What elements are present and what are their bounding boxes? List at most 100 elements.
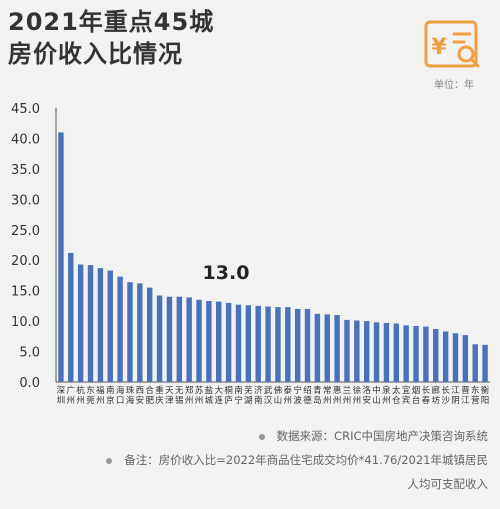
- x-tick-label: 重: [155, 385, 164, 396]
- bar: [206, 301, 212, 382]
- bar: [442, 331, 449, 382]
- x-tick-label: 中: [372, 385, 381, 396]
- y-tick-label: 20.0: [11, 254, 40, 269]
- x-tick-label: 京: [106, 395, 115, 406]
- x-tick-label: 春: [422, 395, 431, 406]
- x-tick-label: 圳: [57, 395, 66, 406]
- page-title-line-1: 2021年重点45城: [8, 8, 215, 36]
- bar: [137, 283, 143, 382]
- x-tick-label: 福: [96, 385, 105, 396]
- x-tick-label: 绍: [303, 385, 312, 396]
- x-tick-label: 台: [412, 395, 421, 406]
- bar: [265, 306, 271, 382]
- bar-chart-svg: 0.0 5.0 10.0 15.0 20.0 25.0 30.0 35.0 40.0 45.0 深圳…: [11, 102, 490, 406]
- source-text: 数据来源：CRIC中国房地产决策咨询系统: [276, 429, 488, 443]
- x-tick-label: 宜: [402, 385, 411, 396]
- x-tick-label: 波: [293, 395, 302, 406]
- x-tick-label: 常: [323, 385, 332, 396]
- x-tick-label: 珠: [126, 385, 135, 396]
- x-tick-label: 州: [353, 396, 362, 406]
- x-tick-label: 沙: [441, 396, 450, 406]
- x-tick-label: 桐: [224, 385, 233, 396]
- x-tick-label: 大: [214, 385, 223, 396]
- bar: [255, 305, 261, 382]
- bar: [334, 315, 340, 382]
- x-tick-label: 南: [234, 385, 243, 396]
- bar: [146, 287, 153, 382]
- x-tick-label: 宾: [402, 395, 411, 406]
- bar: [166, 296, 173, 382]
- x-tick-label: 州: [96, 396, 105, 406]
- x-tick-label: 湖: [244, 396, 253, 406]
- yuan-document-icon: ¥: [422, 20, 486, 74]
- bar-chart: 0.0 5.0 10.0 15.0 20.0 25.0 30.0 35.0 40.0 45.0 深圳…: [0, 90, 500, 422]
- x-tick-label: 青: [313, 385, 322, 396]
- remark-text-line-2: 人均可支配收入: [407, 477, 489, 491]
- x-tick-label: 长: [422, 385, 431, 396]
- x-tick-label: 宁: [293, 385, 302, 396]
- x-tick-label: 烟: [412, 386, 421, 396]
- bar: [462, 335, 469, 382]
- y-tick-label: 25.0: [11, 224, 40, 239]
- x-tick-label: 城: [205, 396, 214, 406]
- x-tick-label: 盐: [205, 385, 214, 396]
- x-tick-label: 泉: [382, 385, 391, 396]
- x-tick-label: 徐: [353, 385, 362, 396]
- y-tick-label: 30.0: [11, 193, 40, 208]
- x-tick-label: 口: [116, 396, 125, 406]
- remark-text-line-1: 备注：房价收入比=2022年商品住宅成交均价*41.76/2021年城镇居民: [124, 453, 488, 467]
- x-tick-label: 广: [67, 385, 76, 396]
- x-tick-label: 杭: [76, 385, 85, 396]
- page-title-line-2: 房价收入比情况: [8, 40, 183, 68]
- bar: [285, 307, 291, 382]
- bar: [413, 325, 419, 382]
- bar: [275, 307, 281, 382]
- x-tick-label: 天: [165, 386, 174, 396]
- bar: [354, 320, 360, 382]
- x-tick-label: 衡: [481, 385, 490, 396]
- x-tick-label: 州: [333, 396, 342, 406]
- y-tick-label: 15.0: [11, 285, 40, 300]
- y-tick-label: 10.0: [11, 315, 40, 330]
- x-tick-label: 津: [165, 395, 174, 406]
- x-tick-label: 肥: [145, 396, 154, 406]
- bar: [472, 344, 478, 382]
- bar: [107, 270, 113, 382]
- x-tick-label: 庐: [224, 395, 233, 406]
- x-tick-label: 仓: [392, 395, 401, 406]
- y-tick-label: 40.0: [11, 132, 40, 147]
- y-tick-label: 5.0: [19, 346, 40, 361]
- bar: [235, 304, 242, 382]
- x-tick-label: 南: [106, 385, 115, 396]
- bar: [314, 313, 321, 382]
- remark-note-line-2: 人均可支配收入: [408, 476, 489, 492]
- bullet-icon: [106, 457, 113, 464]
- bar: [452, 333, 459, 382]
- x-tick-label: 山: [372, 395, 381, 406]
- x-tick-label: 山: [274, 395, 283, 406]
- bar: [58, 132, 64, 382]
- x-tick-label: 州: [343, 396, 352, 406]
- bar: [393, 323, 400, 382]
- bar: [403, 325, 409, 382]
- y-tick-label: 0.0: [19, 376, 40, 391]
- x-tick-label: 汉: [264, 396, 273, 406]
- x-tick-label: 江: [461, 396, 470, 406]
- x-tick-label: 州: [323, 396, 332, 406]
- bar: [304, 308, 311, 382]
- x-tick-label: 锡: [175, 396, 184, 406]
- svg-text:¥: ¥: [431, 35, 447, 60]
- title-block: 2021年重点45城 房价收入比情况: [8, 6, 214, 70]
- x-tick-label: 江: [451, 386, 460, 396]
- y-tick-label: 45.0: [11, 102, 40, 117]
- source-note: 数据来源：CRIC中国房地产决策咨询系统: [258, 428, 488, 444]
- bar: [324, 314, 330, 382]
- x-tick-label: 惠: [333, 385, 342, 396]
- x-tick-label: 连: [214, 395, 223, 406]
- bullet-icon: [258, 433, 265, 440]
- x-tick-label: 廊: [431, 385, 440, 396]
- x-tick-label: 太: [392, 385, 401, 396]
- bar: [383, 322, 390, 382]
- x-tick-label: 营: [471, 395, 480, 406]
- bar: [127, 282, 133, 382]
